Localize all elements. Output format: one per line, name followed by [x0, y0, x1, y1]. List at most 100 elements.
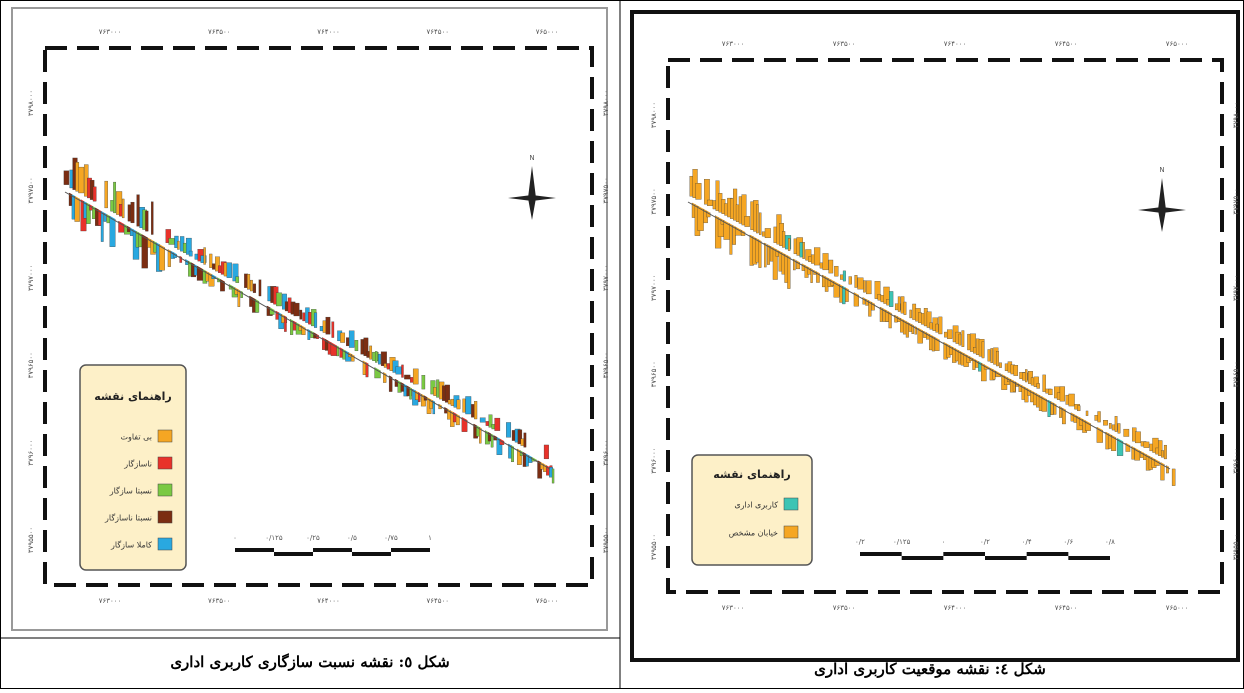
- y-coordinate-label: ۳۷۹۸۰۰۰: [650, 102, 658, 128]
- scale-label: ۰/۵: [347, 534, 357, 542]
- x-coordinate-label: ۷۶۳۰۰۰: [722, 604, 745, 612]
- building: [857, 277, 864, 290]
- y-coordinate-label: ۳۷۹۸۰۰۰: [602, 90, 610, 116]
- building: [733, 188, 738, 221]
- building: [491, 424, 495, 430]
- building: [999, 362, 1002, 368]
- y-coordinate-label: ۳۷۹۷۰۰۰: [602, 265, 610, 291]
- building: [465, 396, 472, 415]
- building: [1158, 440, 1163, 456]
- building: [340, 332, 346, 343]
- scale-label: ۰/۴: [1022, 538, 1032, 546]
- building: [874, 281, 881, 299]
- y-coordinate-label: ۳۷۹۶۵۰۰: [1232, 361, 1240, 387]
- building: [1135, 431, 1141, 444]
- building: [842, 270, 846, 282]
- building: [834, 265, 839, 277]
- building: [909, 309, 912, 319]
- street-edge: [687, 201, 1171, 470]
- building: [787, 255, 791, 289]
- scale-label: ۰/۲: [980, 538, 990, 546]
- building: [975, 338, 980, 355]
- building: [961, 330, 965, 347]
- building: [395, 366, 402, 375]
- building: [764, 228, 771, 239]
- building: [235, 276, 240, 283]
- legend-title: راهنمای نقشه: [94, 390, 172, 403]
- scale-segment: [274, 552, 313, 556]
- legend-label: کاربری اداری: [734, 501, 778, 510]
- building: [1163, 444, 1167, 460]
- building: [1013, 365, 1019, 376]
- building: [232, 263, 239, 282]
- building: [996, 350, 999, 367]
- building: [197, 249, 204, 262]
- building: [1059, 386, 1065, 402]
- building: [404, 374, 411, 380]
- building: [863, 280, 866, 293]
- building: [758, 239, 762, 268]
- building: [813, 247, 821, 266]
- building: [185, 237, 192, 255]
- building: [903, 301, 907, 315]
- building: [848, 276, 852, 285]
- figure-caption: شکل ٥: نقشه نسبت سازگاری کاربری اداری: [170, 653, 449, 671]
- building: [764, 242, 767, 268]
- building: [947, 329, 953, 339]
- building: [363, 337, 369, 356]
- x-coordinate-label: ۷۶۳۰۰۰: [99, 28, 122, 36]
- x-coordinate-label: ۷۶۳۵۰۰: [833, 40, 856, 48]
- building: [900, 296, 905, 314]
- scale-segment: [985, 556, 1027, 560]
- building: [252, 283, 257, 293]
- building: [276, 292, 282, 307]
- y-coordinate-label: ۳۷۹۷۰۰۰: [27, 265, 35, 291]
- building: [787, 238, 791, 251]
- building: [695, 183, 702, 200]
- building: [1048, 388, 1053, 396]
- legend-swatch: [783, 497, 799, 511]
- x-coordinate-label: ۷۶۴۵۰۰: [426, 28, 449, 36]
- building: [267, 286, 271, 302]
- scale-label: ۰/۶: [1063, 538, 1073, 546]
- building: [226, 262, 232, 278]
- building: [970, 333, 976, 352]
- building: [145, 210, 149, 232]
- legend-swatch: [157, 483, 173, 497]
- y-coordinate-label: ۳۷۹۷۵۰۰: [27, 177, 35, 203]
- scale-label: ۰: [233, 534, 237, 542]
- building: [897, 296, 901, 312]
- building: [401, 364, 404, 378]
- building: [1108, 423, 1112, 429]
- map-figure: ۷۶۳۰۰۰ ۷۶۳۰۰۰ ۷۶۳۵۰۰ ۷۶۳۵۰۰ ۷۶۴۰۰۰ ۷۶۴۰۰۰ ۷۶۴۵…: [630, 10, 1240, 678]
- building: [325, 316, 331, 335]
- building: [1114, 416, 1118, 432]
- building: [822, 253, 829, 271]
- building: [1036, 383, 1040, 389]
- building: [386, 363, 390, 370]
- building: [759, 212, 762, 235]
- north-label: N: [529, 154, 534, 162]
- building: [215, 256, 220, 272]
- building: [517, 429, 523, 445]
- map-neatline: [666, 58, 1224, 594]
- building: [168, 238, 175, 245]
- x-coordinate-label: ۷۶۳۵۰۰: [208, 28, 231, 36]
- building: [935, 323, 939, 333]
- legend-swatch: [157, 456, 173, 470]
- legend-label: ناسازگار: [123, 459, 152, 469]
- building: [314, 312, 318, 328]
- street-edge: [64, 191, 551, 470]
- y-coordinate-label: ۳۷۹۵۵۰۰: [1232, 534, 1240, 560]
- legend-label: خیابان مشخص: [729, 529, 778, 538]
- building: [981, 341, 985, 359]
- building: [348, 330, 355, 348]
- building: [299, 309, 303, 320]
- scale-segment: [1026, 552, 1069, 556]
- y-coordinate-label: ۳۷۹۶۰۰۰: [27, 439, 35, 465]
- scale-label: ۰/۱۲۵: [893, 538, 911, 546]
- building: [436, 379, 440, 398]
- y-coordinate-label: ۳۷۹۸۰۰۰: [1232, 102, 1240, 128]
- x-coordinate-label: ۷۶۵۰۰۰: [536, 597, 559, 605]
